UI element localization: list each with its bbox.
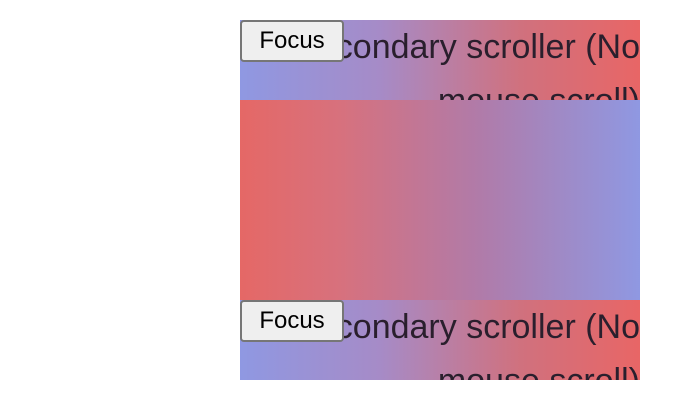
focus-button-top[interactable]: Focus [240,20,344,62]
gradient-panel [240,100,640,300]
secondary-scroller-top[interactable]: Secondary scroller (No mouse scroll) Foc… [240,20,640,100]
scroller-label-text: Secondary scroller (No mouse scroll) [294,308,640,380]
secondary-scroller-bottom[interactable]: Secondary scroller (No mouse scroll) Foc… [240,300,640,380]
focus-button-bottom[interactable]: Focus [240,300,344,342]
scroller-label: Secondary scroller (No mouse scroll) [240,20,640,100]
scroller-stack: Secondary scroller (No mouse scroll) Foc… [240,20,640,380]
scroller-label: Secondary scroller (No mouse scroll) [240,300,640,380]
scroller-label-text: Secondary scroller (No mouse scroll) [294,28,640,100]
